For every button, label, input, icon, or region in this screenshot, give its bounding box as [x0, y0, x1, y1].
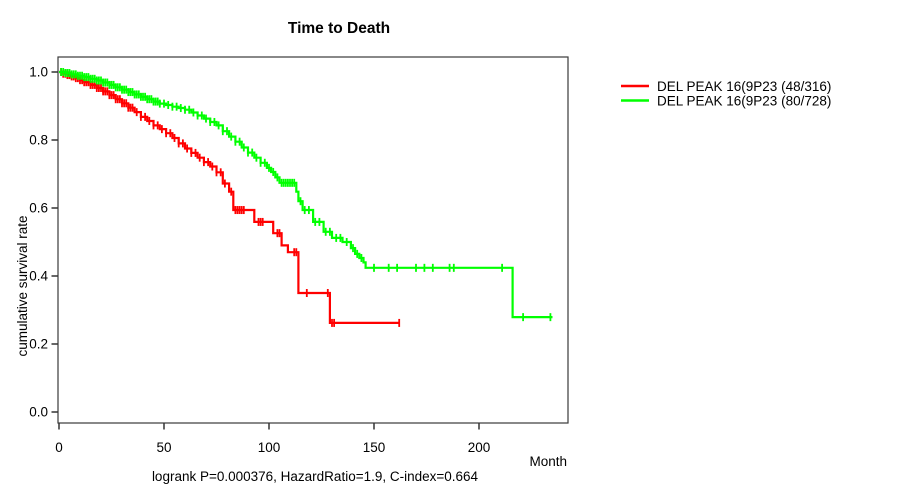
- y-tick-label: 0.4: [29, 269, 48, 284]
- survival-curve-red: [59, 70, 400, 324]
- legend: DEL PEAK 16(9P23 (48/316) DEL PEAK 16(9P…: [621, 79, 831, 109]
- x-tick-label: 0: [55, 440, 63, 455]
- plot-box: [57, 56, 569, 424]
- x-tick-label: 200: [468, 440, 491, 455]
- legend-label-red: DEL PEAK 16(9P23 (48/316): [657, 79, 831, 94]
- y-axis-label: cumulative survival rate: [15, 215, 30, 356]
- y-tick-label: 0.0: [29, 405, 48, 420]
- x-axis-ticks: 0 50 100 150 200: [55, 423, 491, 455]
- y-tick-label: 1.0: [29, 65, 48, 80]
- y-tick-label: 0.2: [29, 337, 48, 352]
- legend-label-green: DEL PEAK 16(9P23 (80/728): [657, 94, 831, 109]
- stats-annotation: logrank P=0.000376, HazardRatio=1.9, C-i…: [152, 469, 479, 484]
- x-tick-label: 100: [258, 440, 281, 455]
- x-tick-label: 50: [156, 440, 171, 455]
- x-axis-label: Month: [529, 454, 567, 469]
- series-group: [59, 68, 553, 327]
- y-tick-label: 0.8: [29, 133, 48, 148]
- survival-curve-green: [59, 70, 553, 319]
- x-tick-label: 150: [363, 440, 386, 455]
- chart-title: Time to Death: [288, 20, 390, 37]
- y-tick-label: 0.6: [29, 201, 48, 216]
- y-axis-ticks: 0.0 0.2 0.4 0.6 0.8 1.0: [29, 65, 58, 420]
